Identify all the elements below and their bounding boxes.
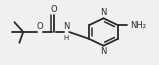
Text: O: O [50,5,57,14]
Text: O: O [37,22,43,31]
Text: N: N [63,22,69,31]
Text: H: H [64,35,69,41]
Text: N: N [100,47,107,56]
Text: NH₂: NH₂ [130,21,146,30]
Text: N: N [100,8,107,17]
